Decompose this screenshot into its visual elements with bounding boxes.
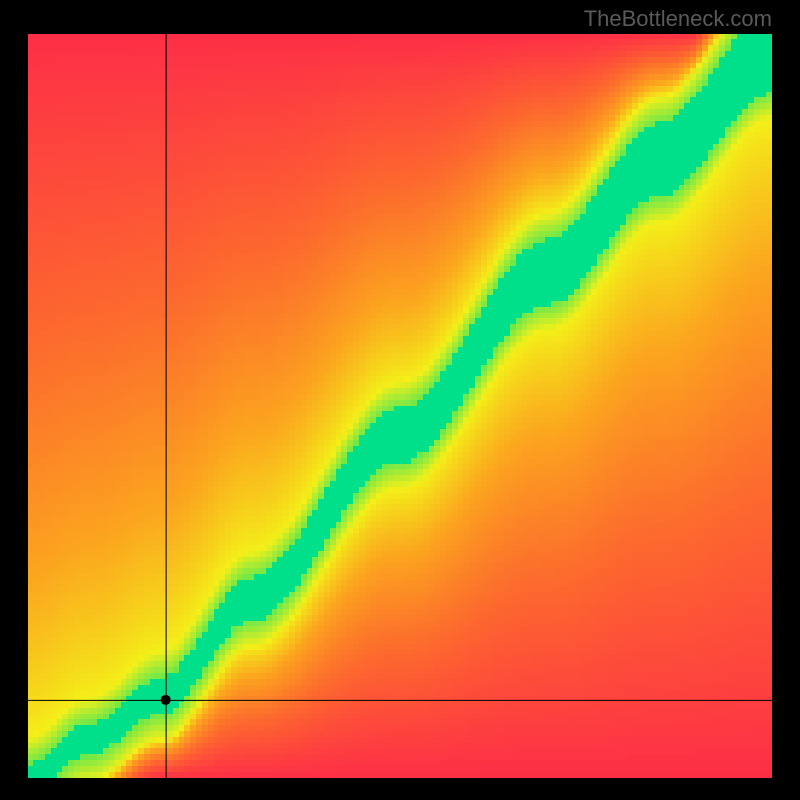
heatmap-canvas	[28, 34, 772, 778]
heatmap-plot	[28, 34, 772, 778]
watermark-text: TheBottleneck.com	[584, 6, 772, 32]
figure-root: TheBottleneck.com	[0, 0, 800, 800]
